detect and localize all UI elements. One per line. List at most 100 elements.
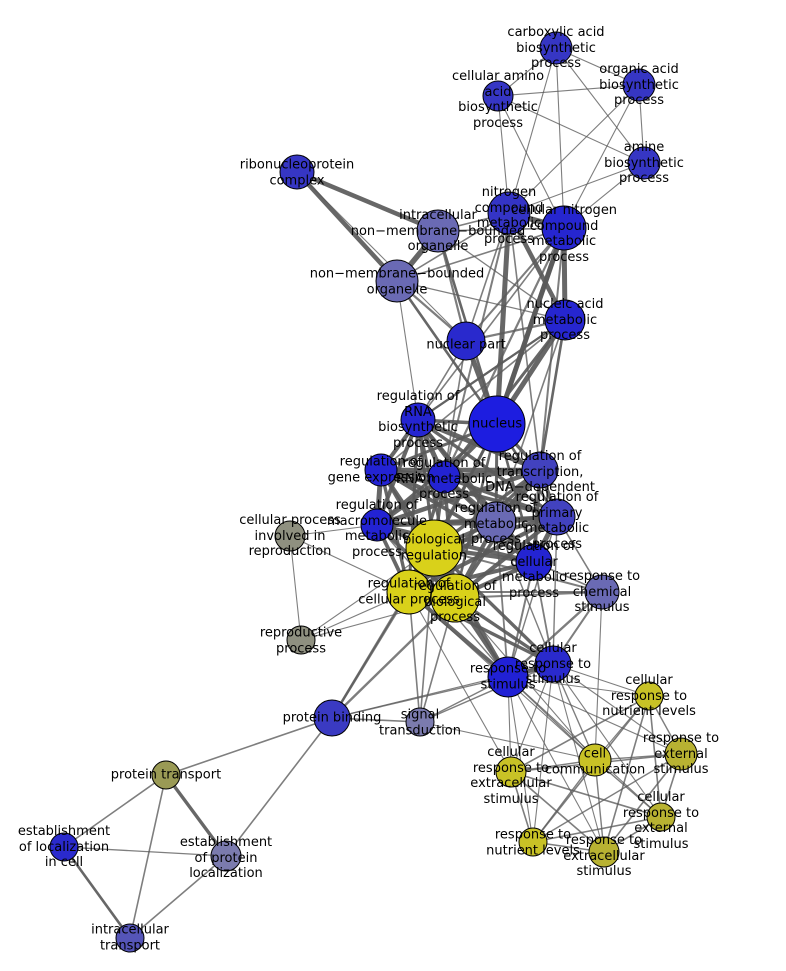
graph-edge xyxy=(552,663,605,853)
graph-node[interactable]: regulation of gene expression xyxy=(364,453,398,487)
graph-edge xyxy=(408,591,512,773)
graph-edge xyxy=(419,547,435,723)
edge-layer xyxy=(62,47,682,940)
graph-edge xyxy=(294,169,441,234)
graph-node[interactable]: establishment of protein localization xyxy=(210,840,242,872)
graph-edge xyxy=(494,210,512,427)
graph-node[interactable]: regulation of transcription, DNA−depende… xyxy=(521,451,559,489)
graph-edge xyxy=(396,280,419,421)
graph-edge xyxy=(506,590,604,679)
graph-node[interactable]: biological regulation xyxy=(405,519,463,577)
graph-edge xyxy=(494,225,567,427)
graph-edge xyxy=(532,759,596,843)
graph-node[interactable]: regulation of primary metabolic process xyxy=(538,498,576,536)
graph-node[interactable]: regulation of RNA metabolic process xyxy=(427,460,461,494)
graph-node[interactable]: cellular response to external stimulus xyxy=(646,802,676,832)
graph-edge xyxy=(395,279,499,426)
graph-node[interactable]: cellular amino acid biosynthetic process xyxy=(482,80,514,112)
graph-edge xyxy=(594,591,603,761)
graph-node[interactable]: non−membrane−bounded organelle xyxy=(375,259,419,303)
graph-node[interactable]: establishment of localization in cell xyxy=(49,832,79,862)
graph-edge xyxy=(532,753,682,843)
graph-edge xyxy=(497,95,645,164)
graph-node[interactable]: response to chemical stimulus xyxy=(584,574,620,610)
graph-edge xyxy=(225,717,333,857)
graph-edge xyxy=(510,771,662,818)
graph-edge xyxy=(552,663,682,755)
graph-edge xyxy=(532,816,662,843)
graph-edge xyxy=(507,676,605,853)
graph-edge xyxy=(379,468,559,519)
graph-node[interactable]: ribonucleoprotein complex xyxy=(279,154,315,190)
graph-edge xyxy=(419,721,596,761)
graph-node[interactable]: intracellular transport xyxy=(115,923,145,953)
node-layer: carboxylic acid biosynthetic process orga… xyxy=(49,31,698,953)
graph-edge xyxy=(552,663,662,818)
graph-edge xyxy=(507,516,558,678)
graph-edge xyxy=(129,774,167,939)
graph-edge xyxy=(330,590,411,720)
graph-edge xyxy=(508,162,645,214)
graph-node[interactable]: organic acid biosynthetic process xyxy=(622,68,656,102)
graph-edge xyxy=(465,212,510,342)
graph-edge xyxy=(379,468,536,564)
graph-node[interactable]: cellular response to nutrient levels xyxy=(634,681,664,711)
graph-edge xyxy=(495,521,509,678)
graph-edge xyxy=(437,230,566,321)
graph-node[interactable]: protein binding xyxy=(313,699,351,737)
graph-edge xyxy=(508,47,557,214)
graph-edge xyxy=(330,596,457,720)
graph-node[interactable]: nucleic acid metabolic process xyxy=(544,299,586,341)
graph-node[interactable]: carboxylic acid biosynthetic process xyxy=(539,31,573,65)
graph-node[interactable]: cell communication xyxy=(578,743,612,777)
graph-node[interactable]: regulation of macromolecule metabolic pr… xyxy=(360,508,394,542)
graph-edge xyxy=(380,319,566,471)
graph-node[interactable]: regulation of cellular process xyxy=(386,569,432,615)
graph-node[interactable]: intracellular non−membrane−bounded organ… xyxy=(416,209,460,253)
graph-node[interactable]: cellular response to extracellular stimu… xyxy=(495,756,527,788)
graph-edge xyxy=(294,169,400,284)
graph-node[interactable]: response to stimulus xyxy=(487,656,529,698)
graph-edge xyxy=(532,663,554,843)
graph-node[interactable]: reproductive process xyxy=(286,625,316,655)
graph-edge xyxy=(539,227,565,471)
graph-node[interactable]: cellular response to stimulus xyxy=(534,645,572,683)
graph-node[interactable]: nuclear part xyxy=(446,321,486,361)
graph-node[interactable]: response to external stimulus xyxy=(664,737,698,771)
graph-edge xyxy=(507,676,534,843)
graph-edge xyxy=(555,47,645,164)
graph-edge xyxy=(497,84,640,97)
graph-edge xyxy=(563,84,640,229)
graph-edge xyxy=(419,663,554,723)
graph-node[interactable]: regulation of RNA biosynthetic process xyxy=(400,402,436,438)
graph-edge xyxy=(497,95,565,229)
graph-edge xyxy=(538,318,567,472)
graph-edge xyxy=(507,676,650,697)
graph-edge xyxy=(63,846,227,857)
graph-edge xyxy=(510,663,554,773)
graph-edge xyxy=(417,227,565,421)
graph-edge xyxy=(510,695,650,773)
graph-node[interactable]: regulation of cellular metabolic process xyxy=(515,543,553,581)
graph-node[interactable]: response to extracellular stimulus xyxy=(588,836,620,868)
graph-edge xyxy=(374,467,543,528)
graph-node[interactable]: regulation of biological process xyxy=(430,573,480,623)
graph-edge xyxy=(165,717,333,776)
graph-node[interactable]: nitrogen compound metabolic process xyxy=(487,191,531,235)
graph-edge xyxy=(555,47,565,229)
graph-node[interactable]: nucleus xyxy=(468,395,526,453)
graph-node[interactable]: protein transport xyxy=(151,760,181,790)
graph-node[interactable]: regulation of metabolic process xyxy=(475,501,517,543)
graph-edge xyxy=(164,773,228,858)
graph-edge xyxy=(300,597,456,641)
graph-node[interactable]: cellular nitrogen compound metabolic pro… xyxy=(541,205,587,251)
graph-node[interactable]: amine biosynthetic process xyxy=(627,146,661,180)
graph-edge xyxy=(508,84,640,214)
graph-node[interactable]: response to nutrient levels xyxy=(518,827,548,857)
graph-node[interactable]: signal transduction xyxy=(405,707,435,737)
graph-edge xyxy=(62,845,132,940)
graph-edge xyxy=(63,774,167,848)
graph-node[interactable]: cellular process involved in reproductio… xyxy=(274,520,306,552)
